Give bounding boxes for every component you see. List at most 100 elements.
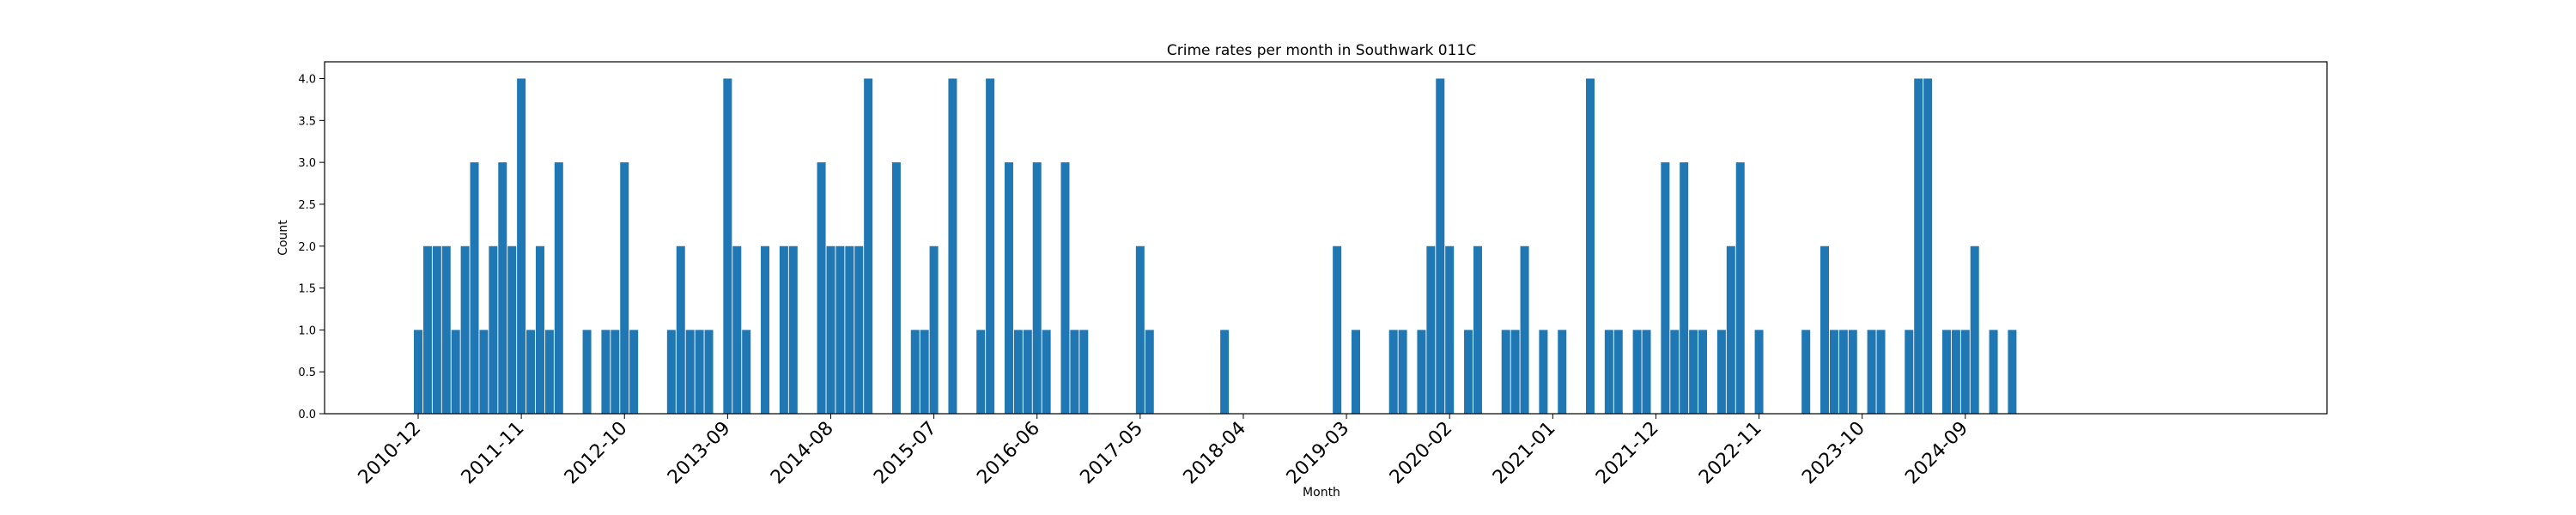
bar [498, 162, 507, 414]
bar [479, 330, 489, 414]
bar [414, 330, 422, 414]
bar [1632, 330, 1642, 414]
bar [1670, 330, 1680, 414]
x-tick-label: 2015-07 [870, 418, 941, 489]
x-tick-label: 2012-10 [561, 418, 632, 489]
bar [835, 245, 845, 414]
bars-group [414, 78, 2017, 415]
bar [1642, 330, 1651, 414]
bar [1473, 245, 1482, 414]
y-axis-ticks: 0.0 0.5 1.0 1.5 2.0 2.5 3.0 3.5 4.0 [298, 74, 325, 421]
y-tick-label: 1.5 [298, 283, 316, 296]
bar [1801, 330, 1811, 414]
bar [666, 330, 676, 414]
bar [1689, 330, 1698, 414]
bar [1586, 78, 1595, 415]
x-tick-label: 2020-02 [1386, 418, 1457, 489]
bar [1613, 330, 1623, 414]
bar [1220, 330, 1230, 414]
bar [1464, 330, 1473, 414]
x-tick-label: 2022-11 [1695, 418, 1766, 489]
bar [695, 330, 704, 414]
bar [891, 162, 901, 414]
bar [1923, 78, 1933, 415]
bar [1867, 330, 1876, 414]
bar [1426, 245, 1436, 414]
x-tick-label: 2017-05 [1076, 418, 1147, 489]
bar [685, 330, 695, 414]
bar [1558, 330, 1567, 414]
bar [1417, 330, 1426, 414]
x-tick-label: 2011-11 [458, 418, 529, 489]
bar [422, 245, 432, 414]
bar [788, 245, 798, 414]
bar [676, 245, 685, 414]
bar [1398, 330, 1407, 414]
bar [1838, 330, 1848, 414]
bar [1951, 330, 1960, 414]
bar [1914, 78, 1923, 415]
bar [489, 245, 498, 414]
bar [1539, 330, 1548, 414]
bar [1661, 162, 1670, 414]
bar [976, 330, 986, 414]
bar [1042, 330, 1051, 414]
bar [1510, 330, 1520, 414]
bar [742, 330, 751, 414]
x-axis-ticks: 2010-12 2011-11 2012-10 2013-09 2014-08 2015-… [355, 414, 1972, 488]
bar [817, 162, 826, 414]
bar [1079, 330, 1089, 414]
bar [535, 245, 544, 414]
bar [761, 245, 770, 414]
bar [470, 162, 479, 414]
bar [1716, 330, 1726, 414]
bar [1735, 162, 1745, 414]
bar [948, 78, 957, 415]
bar [929, 245, 939, 414]
bar [1501, 330, 1510, 414]
bar [441, 245, 451, 414]
y-tick-label: 0.5 [298, 367, 316, 379]
y-tick-label: 3.5 [298, 115, 316, 128]
bar [1145, 330, 1154, 414]
bar [507, 245, 517, 414]
bar [1680, 162, 1689, 414]
bar [910, 330, 920, 414]
y-tick-label: 2.5 [298, 199, 316, 212]
bar [2008, 330, 2017, 414]
bar [1436, 78, 1445, 415]
bar [1989, 330, 1998, 414]
bar [432, 245, 441, 414]
bar [1032, 162, 1042, 414]
bar [460, 245, 470, 414]
bar [1820, 245, 1829, 414]
bar [1829, 330, 1838, 414]
bar [1960, 330, 1970, 414]
bar [1060, 162, 1070, 414]
bar [1941, 330, 1951, 414]
bar [1135, 245, 1145, 414]
bar [554, 162, 563, 414]
bar [1070, 330, 1079, 414]
bar [544, 330, 554, 414]
x-tick-label: 2018-04 [1180, 418, 1251, 489]
bar [451, 330, 460, 414]
bar [1333, 245, 1342, 414]
bar [920, 330, 929, 414]
y-tick-label: 1.0 [298, 324, 316, 337]
bar [517, 78, 526, 415]
bar [1726, 245, 1735, 414]
bar [1698, 330, 1708, 414]
x-tick-label: 2021-01 [1489, 418, 1560, 489]
bar [526, 330, 536, 414]
bar [1604, 330, 1613, 414]
bar [826, 245, 835, 414]
y-tick-label: 3.0 [298, 157, 316, 170]
bar [723, 78, 732, 415]
x-tick-label: 2010-12 [355, 418, 426, 489]
x-tick-label: 2024-09 [1901, 418, 1972, 489]
x-tick-label: 2013-09 [664, 418, 735, 489]
bar [854, 245, 864, 414]
bar [986, 78, 995, 415]
